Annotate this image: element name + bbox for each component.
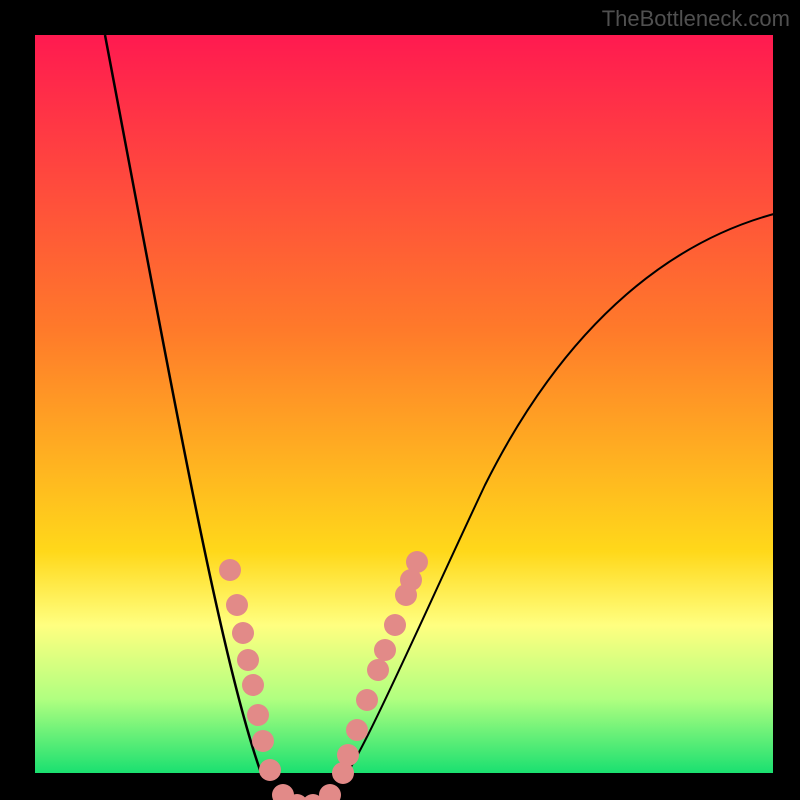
right-curve (325, 207, 800, 800)
watermark-text: TheBottleneck.com (602, 6, 790, 32)
data-marker (374, 639, 396, 661)
data-marker (237, 649, 259, 671)
data-marker (247, 704, 269, 726)
data-marker (337, 744, 359, 766)
data-marker (384, 614, 406, 636)
data-marker (406, 551, 428, 573)
data-marker (319, 784, 341, 800)
data-marker (226, 594, 248, 616)
data-marker (356, 689, 378, 711)
plot-group (105, 35, 800, 800)
data-marker (232, 622, 254, 644)
data-marker (259, 759, 281, 781)
left-curve (105, 35, 293, 800)
data-marker (367, 659, 389, 681)
data-marker (219, 559, 241, 581)
data-marker (252, 730, 274, 752)
chart-svg (0, 0, 800, 800)
data-marker (346, 719, 368, 741)
data-marker (242, 674, 264, 696)
